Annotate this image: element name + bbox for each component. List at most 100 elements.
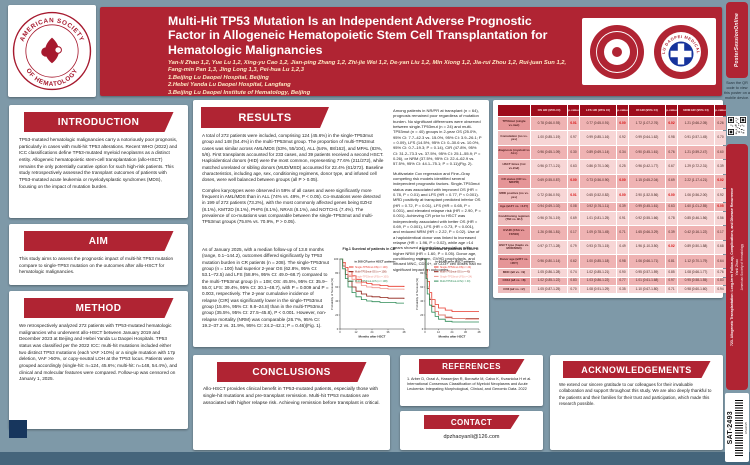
table-header-cell: OS HR (95% CI) [531,105,567,116]
ash-society-logo-icon: AMERICAN SOCIETY OF HEMATOLOGY [12,11,92,91]
p-value-cell: 0.79 [568,240,579,254]
hazard-ratio-cell: 1.72 (1.07-2.76) [629,116,665,131]
hazard-ratio-cell: 1.08 (0.91-1.29) [580,285,616,293]
hazard-ratio-cell: 1.02 (0.85-1.22) [531,277,567,285]
ash-drop-icon [45,37,59,64]
svg-text:60: 60 [335,285,338,289]
svg-text:100: 100 [419,257,424,261]
society-name: American Society of Hematology [740,243,744,291]
poster-code-block: SAT-2493 ASH2025 [725,393,749,462]
svg-text:Multi-TP53mut-OS (n = 108): Multi-TP53mut-OS (n = 108) [355,271,387,274]
hazard-ratio-cell: 0.96 (0.77-1.21) [531,160,567,174]
svg-text:60: 60 [420,285,423,289]
hazard-ratio-cell: 0.89 (0.69-1.14) [580,145,616,160]
svg-text:Probability of Survival (%): Probability of Survival (%) [415,278,419,310]
hazard-ratio-cell: 0.96 (0.42-1.77) [629,160,665,174]
references-section: REFERENCES 1. Arber D, Orazi A, Hasserji… [400,355,543,406]
hazard-ratio-cell: 1.21 (0.59-2.47) [678,145,714,160]
km-curve [340,258,405,299]
hazard-ratio-cell: 0.72 (0.56-0.91) [531,189,567,203]
hazard-ratio-cell: 0.99 (0.64-1.62) [629,131,665,145]
p-value-cell: 0.05 [715,203,726,211]
svg-text:36: 36 [464,330,467,334]
p-value-cell: 0.62 [568,254,579,269]
method-banner: METHOD [24,298,174,318]
poster-header: Multi-Hit TP53 Mutation Is an Independen… [100,7,722,96]
results-paragraph: A total of 272 patients were included, c… [202,133,384,183]
p-value-cell: 0.67 [666,160,677,174]
p-value-cell: 0.77 [617,277,628,285]
table-row-label: CD34 (≤8 vs. >8) [498,277,530,285]
p-value-cell: 0.90 [617,269,628,277]
hazard-ratio-cell: 1.96 (1.10-3.50) [629,240,665,254]
table-row: Donor age (≤35Y vs. >35Y) 0.96 (0.80-1.14… [498,254,726,269]
hazard-ratio-cell: 1.65 (0.66-3.29) [629,226,665,240]
svg-text:12: 12 [355,330,358,334]
acknowledgements-section: ACKNOWLEDGEMENTS We extend our sincere g… [550,355,723,450]
hazard-ratio-cell: 1.15 (0.65-2.04) [629,174,665,189]
km-curve [425,258,479,312]
hazard-ratio-cell: 1.01 (0.81-1.25) [580,211,616,226]
svg-text:Multi-TP53mut-LFS (n = 108): Multi-TP53mut-LFS (n = 108) [355,280,388,283]
table-header-cell: RI HR (95% CI) [629,105,665,116]
svg-text:40: 40 [420,299,423,303]
hazard-ratio-cell: 0.95 (0.57-1.59) [629,269,665,277]
svg-text:Single-TP53mut-OS(n = 100): Single-TP53mut-OS(n = 100) [355,266,388,269]
table-header-cell: p-value [666,105,677,116]
hazard-ratio-cell: 0.96 (0.76-1.19) [531,211,567,226]
hazard-ratio-cell: 2.22 (1.17-4.21) [678,174,714,189]
hospital-logos-box: LU DAOPEI MEDICAL [582,18,716,85]
table-row-label: Donor age (≤35Y vs. >35Y) [498,254,530,269]
svg-text:80: 80 [420,271,423,275]
table-row: CD3 (≤2 vs. >2) 1.05 (0.87-1.25) 0.70 1.08 … [498,285,726,293]
p-value-cell: 0.35 [617,285,628,293]
hazard-ratio-cell: 0.89 (0.50-1.58) [678,240,714,254]
svg-text:in 208 CR prior HSCT patients: in 208 CR prior HSCT patients [354,260,396,264]
svg-text:20: 20 [335,313,338,317]
hazard-ratio-cell: 0.86 (0.70-1.06) [580,160,616,174]
p-value-cell: 0.01 [568,116,579,131]
poster-code: SAT-2493 [726,410,734,445]
p-value-cell: 0.00 [666,189,677,203]
presenter-name: Yanli Zhao [735,258,739,276]
hazard-ratio-cell: 0.73 (0.56-0.90) [580,174,616,189]
p-value-cell: 0.71 [617,226,628,240]
table-row-label: Comutation (no vs. yes) [498,131,530,145]
hazard-ratio-cell: 0.90 (0.45-1.61) [629,145,665,160]
hazard-ratio-cell: 2.90 (1.52-5.56) [629,189,665,203]
method-section: METHOD We retrospectively analyzed 272 p… [9,291,188,429]
svg-text:Probability of Survival (%): Probability of Survival (%) [330,278,334,310]
p-value-cell: 0.49 [617,240,628,254]
contact-banner: CONTACT [424,415,520,429]
p-value-cell: 0.56 [715,211,726,226]
p-value-cell: 0.91 [617,211,628,226]
hazard-ratio-cell: 0.91 (0.57-1.45) [678,131,714,145]
results-column1-text: A total of 272 patients were included, c… [202,133,385,226]
multivariate-hr-table: OS HR (95% CI) p-value LFS HR (95% CI) p-va… [497,104,727,294]
results-section: RESULTS A total of 272 patients were inc… [193,100,489,347]
hazard-ratio-cell: 1.03 (0.86-1.22) [580,277,616,285]
svg-text:100: 100 [334,257,339,261]
postersessiononline-brand: PosterSessionOnline [734,12,740,68]
km-curve [425,258,479,320]
affiliation-line: 1.Beijing Lu Daopei Hospital, Beijing [168,74,269,81]
ash-logo-card: AMERICAN SOCIETY OF HEMATOLOGY [8,5,96,97]
poster-authors: Yan-li Zhao 1,2, Yue Lu 1,2, Xing-yu Cao… [168,59,567,74]
p-value-cell: 0.17 [715,226,726,240]
hazard-ratio-cell: 1.05 (0.86-1.28) [531,269,567,277]
svg-text:Multi-TP53mut-OS (n = 40): Multi-TP53mut-OS (n = 40) [440,271,470,274]
p-value-cell: 0.00 [617,174,628,189]
p-value-cell: 0.63 [666,203,677,211]
hazard-ratio-cell: 0.99 (0.85-1.16) [580,131,616,145]
p-value-cell: 0.76 [666,145,677,160]
p-value-cell: 0.64 [715,254,726,269]
km-curve [340,258,404,304]
p-value-cell: 0.70 [715,131,726,145]
table-row: Conditioning regimen (TBI vs. BU) 0.96 (0… [498,211,726,226]
session-info-strip: 723. Allogeneic Transplantation: Long-te… [726,144,748,390]
meeting-code: ASH2025 [743,421,748,434]
hazard-ratio-cell: 1.09 (0.78-1.45) [580,226,616,240]
p-value-cell: 0.98 [666,131,677,145]
introduction-section: INTRODUCTION TP53-mutated hematologic ma… [9,105,188,218]
p-value-cell: 0.00 [617,116,628,131]
